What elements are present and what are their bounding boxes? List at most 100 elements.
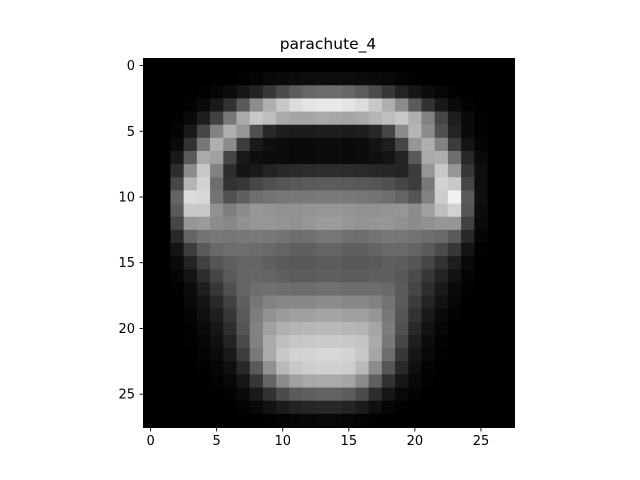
heatmap-cell	[434, 269, 449, 283]
heatmap-cell	[210, 256, 224, 270]
heatmap-cell	[236, 308, 251, 323]
heatmap-cell	[170, 164, 185, 178]
heatmap-cell	[329, 216, 343, 231]
heatmap-cell	[249, 256, 264, 270]
heatmap-cell	[262, 98, 277, 112]
heatmap-cell	[302, 256, 317, 270]
heatmap-cell	[196, 256, 211, 270]
heatmap-cell	[262, 177, 277, 191]
heatmap-cell	[355, 203, 370, 218]
heatmap-cell	[329, 308, 343, 323]
heatmap-cell	[447, 308, 462, 323]
heatmap-cell	[315, 190, 330, 204]
heatmap-cell	[500, 111, 515, 126]
heatmap-cell	[421, 387, 436, 402]
heatmap-cell	[487, 190, 502, 204]
heatmap-cell	[276, 98, 290, 112]
heatmap-cell	[289, 85, 303, 99]
heatmap-cell	[408, 374, 422, 388]
heatmap-cell	[421, 177, 436, 191]
heatmap-cell	[421, 98, 436, 112]
heatmap-cell	[262, 229, 277, 244]
heatmap-cell	[487, 85, 502, 99]
heatmap-cell	[355, 124, 370, 139]
heatmap-cell	[170, 137, 185, 152]
heatmap-cell	[355, 151, 370, 165]
heatmap-cell	[262, 59, 277, 73]
heatmap-cell	[461, 387, 475, 402]
heatmap-cell	[447, 282, 462, 296]
heatmap-cell	[289, 229, 303, 244]
heatmap-cell	[395, 308, 409, 323]
heatmap-cell	[329, 269, 343, 283]
heatmap-cell	[262, 387, 277, 402]
heatmap-cell	[210, 111, 224, 126]
heatmap-cell	[223, 216, 237, 231]
heatmap-cell	[342, 216, 356, 231]
heatmap-cell	[302, 216, 317, 231]
heatmap-cell	[276, 413, 290, 428]
y-tick-label: 25	[118, 388, 135, 403]
heatmap-cell	[315, 85, 330, 99]
heatmap-cell	[196, 137, 211, 152]
heatmap-cell	[421, 400, 436, 415]
heatmap-cell	[474, 177, 488, 191]
heatmap-cell	[342, 111, 356, 126]
heatmap-cell	[276, 348, 290, 362]
heatmap-cell	[236, 321, 251, 336]
heatmap-cell	[461, 413, 475, 428]
heatmap-cell	[315, 348, 330, 362]
heatmap-cell	[395, 282, 409, 296]
heatmap-cell	[434, 164, 449, 178]
heatmap-cell	[223, 269, 237, 283]
heatmap-cell	[342, 85, 356, 99]
heatmap-cell	[262, 282, 277, 296]
heatmap-cell	[500, 164, 515, 178]
heatmap-cell	[144, 308, 158, 323]
heatmap-cell	[461, 111, 475, 126]
heatmap-cell	[157, 59, 171, 73]
heatmap-cell	[500, 137, 515, 152]
heatmap-cell	[236, 85, 251, 99]
heatmap-cell	[342, 269, 356, 283]
heatmap-cell	[395, 295, 409, 310]
heatmap-cell	[262, 348, 277, 362]
heatmap-cell	[447, 59, 462, 73]
heatmap-cell	[434, 282, 449, 296]
heatmap-cell	[461, 374, 475, 388]
heatmap-cell	[276, 85, 290, 99]
heatmap-cell	[474, 387, 488, 402]
heatmap-cell	[236, 203, 251, 218]
heatmap-cell	[210, 413, 224, 428]
heatmap-cell	[276, 190, 290, 204]
heatmap-cell	[461, 124, 475, 139]
heatmap-cell	[461, 243, 475, 257]
x-tick-label: 5	[213, 434, 221, 449]
heatmap-cell	[157, 85, 171, 99]
heatmap-cell	[368, 190, 383, 204]
heatmap-cell	[355, 98, 370, 112]
heatmap-cell	[461, 85, 475, 99]
heatmap-cell	[329, 400, 343, 415]
heatmap-cell	[223, 98, 237, 112]
heatmap-cell	[487, 203, 502, 218]
heatmap-cell	[144, 295, 158, 310]
heatmap-cell	[381, 295, 396, 310]
heatmap-cell	[395, 361, 409, 375]
heatmap-cell	[302, 282, 317, 296]
heatmap-cell	[408, 295, 422, 310]
heatmap-cell	[368, 256, 383, 270]
heatmap-cell	[262, 203, 277, 218]
heatmap-cell	[447, 137, 462, 152]
heatmap-cell	[474, 59, 488, 73]
heatmap-cell	[170, 413, 185, 428]
heatmap-cell	[368, 216, 383, 231]
heatmap-cell	[223, 387, 237, 402]
heatmap-cell	[183, 413, 198, 428]
heatmap-cell	[157, 72, 171, 86]
heatmap-cell	[447, 124, 462, 139]
heatmap-cell	[249, 111, 264, 126]
heatmap-cell	[474, 72, 488, 86]
heatmap-cell	[342, 59, 356, 73]
